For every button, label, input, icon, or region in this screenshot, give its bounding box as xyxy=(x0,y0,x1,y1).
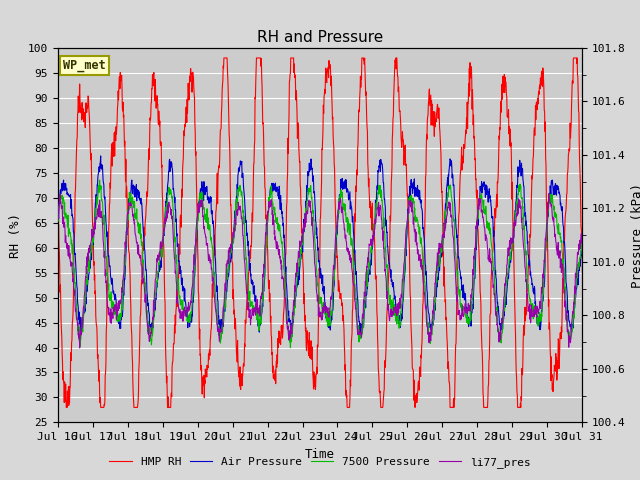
Line: HMP RH: HMP RH xyxy=(58,58,582,408)
X-axis label: Time: Time xyxy=(305,448,335,461)
HMP RH xyxy=(288,55,296,61)
li77_pres xyxy=(353,316,360,322)
Air Pressure xyxy=(579,244,586,250)
Air Pressure xyxy=(297,256,305,262)
Air Pressure xyxy=(116,325,124,331)
Air Pressure xyxy=(357,334,365,339)
7500 Pressure xyxy=(94,190,102,195)
Text: WP_met: WP_met xyxy=(63,59,106,72)
li77_pres xyxy=(545,191,552,197)
7500 Pressure xyxy=(288,330,296,336)
Line: li77_pres: li77_pres xyxy=(58,194,582,348)
Line: 7500 Pressure: 7500 Pressure xyxy=(58,180,582,348)
HMP RH xyxy=(95,370,102,376)
HMP RH xyxy=(220,55,228,61)
li77_pres xyxy=(76,345,83,351)
li77_pres xyxy=(297,242,305,248)
Line: Air Pressure: Air Pressure xyxy=(58,156,582,336)
7500 Pressure xyxy=(579,247,586,253)
li77_pres xyxy=(54,214,61,220)
HMP RH xyxy=(579,270,586,276)
HMP RH xyxy=(298,204,305,210)
HMP RH xyxy=(116,86,124,92)
Air Pressure xyxy=(94,171,102,177)
Air Pressure xyxy=(54,213,61,219)
Air Pressure xyxy=(97,153,104,159)
li77_pres xyxy=(287,327,295,333)
HMP RH xyxy=(54,179,61,184)
7500 Pressure xyxy=(353,311,361,316)
HMP RH xyxy=(277,333,285,338)
Y-axis label: Pressure (kPa): Pressure (kPa) xyxy=(632,183,640,288)
li77_pres xyxy=(579,236,586,242)
Y-axis label: RH (%): RH (%) xyxy=(9,213,22,258)
7500 Pressure xyxy=(298,251,305,256)
7500 Pressure xyxy=(54,217,61,223)
7500 Pressure xyxy=(96,177,104,183)
HMP RH xyxy=(353,167,361,173)
li77_pres xyxy=(95,202,102,208)
Air Pressure xyxy=(276,192,284,198)
Legend: HMP RH, Air Pressure, 7500 Pressure, li77_pres: HMP RH, Air Pressure, 7500 Pressure, li7… xyxy=(105,452,535,472)
Air Pressure xyxy=(353,280,360,286)
li77_pres xyxy=(116,301,124,307)
Air Pressure xyxy=(287,328,295,334)
HMP RH xyxy=(63,405,70,410)
7500 Pressure xyxy=(287,345,294,351)
Title: RH and Pressure: RH and Pressure xyxy=(257,30,383,46)
li77_pres xyxy=(276,261,284,266)
7500 Pressure xyxy=(116,316,124,322)
7500 Pressure xyxy=(276,233,284,239)
